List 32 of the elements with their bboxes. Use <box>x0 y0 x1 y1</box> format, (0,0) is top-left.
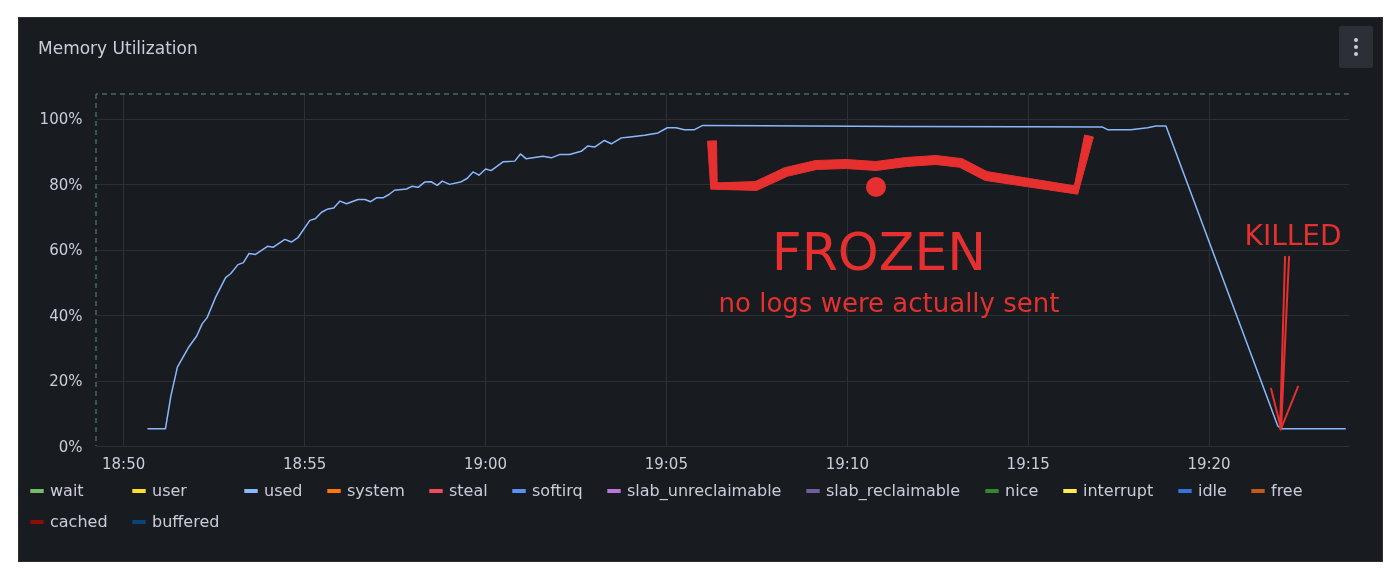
legend-label: used <box>264 481 303 500</box>
legend-label: user <box>152 481 188 500</box>
y-tick-label: 60% <box>49 241 83 260</box>
chart-title: Memory Utilization <box>38 37 198 58</box>
legend-label: slab_unreclaimable <box>627 481 782 501</box>
x-tick-label: 19:00 <box>463 454 508 473</box>
legend-label: free <box>1271 481 1303 500</box>
x-tick-label: 19:10 <box>825 454 870 473</box>
legend-label: nice <box>1005 481 1039 500</box>
x-tick-label: 18:50 <box>102 454 146 473</box>
x-tick-label: 19:15 <box>1006 454 1050 473</box>
legend-label: softirq <box>532 481 583 500</box>
legend-label: slab_reclaimable <box>826 481 961 501</box>
y-tick-label: 40% <box>49 306 83 325</box>
y-tick-label: 0% <box>58 437 83 456</box>
legend-label: wait <box>50 481 84 500</box>
y-tick-label: 20% <box>49 372 83 391</box>
annotation: no logs were actually sent <box>718 288 1060 318</box>
legend-label: idle <box>1198 481 1227 500</box>
y-tick-label: 100% <box>39 110 83 129</box>
legend-label: interrupt <box>1083 481 1154 500</box>
legend-label: buffered <box>152 512 220 531</box>
annotation: FROZEN <box>771 222 987 282</box>
x-tick-label: 18:55 <box>283 454 327 473</box>
annotation: KILLED <box>1244 218 1342 252</box>
x-tick-label: 19:05 <box>644 454 688 473</box>
y-tick-label: 80% <box>49 175 83 194</box>
line-series <box>146 124 1347 430</box>
legend-label: cached <box>50 512 108 531</box>
legend-label: steal <box>449 481 488 500</box>
legend-label: system <box>347 481 405 500</box>
x-tick-label: 19:20 <box>1187 454 1231 473</box>
